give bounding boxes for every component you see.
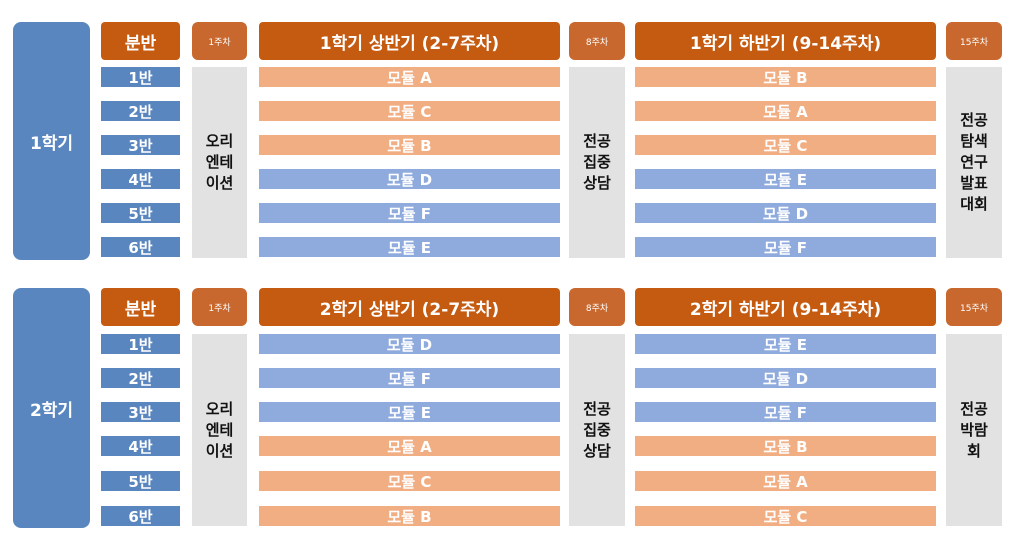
module-cell: 모듈 D [635, 368, 936, 388]
class-cell: 4반 [101, 169, 180, 189]
module-cell: 모듈 B [635, 436, 936, 456]
module-cell: 모듈 E [635, 169, 936, 189]
first-half-header: 1학기 상반기 (2-7주차) [259, 22, 560, 60]
class-header: 분반 [101, 288, 180, 326]
final-event-cell: 전공 박람 회 [946, 334, 1002, 526]
counseling-cell: 전공 집중 상담 [569, 334, 625, 526]
module-cell: 모듈 C [635, 506, 936, 526]
class-cell: 4반 [101, 436, 180, 456]
module-cell: 모듈 D [259, 334, 560, 354]
final-event-cell: 전공 탐색 연구 발표 대회 [946, 67, 1002, 258]
semester-label: 1학기 [13, 22, 90, 260]
module-cell: 모듈 B [259, 506, 560, 526]
module-cell: 모듈 D [635, 203, 936, 223]
module-cell: 모듈 A [635, 471, 936, 491]
class-cell: 2반 [101, 101, 180, 121]
module-cell: 모듈 F [259, 203, 560, 223]
module-cell: 모듈 C [635, 135, 936, 155]
class-cell: 1반 [101, 67, 180, 87]
module-cell: 모듈 D [259, 169, 560, 189]
week-1-badge: 1주차 [192, 288, 247, 326]
class-cell: 6반 [101, 237, 180, 257]
second-half-header: 2학기 하반기 (9-14주차) [635, 288, 936, 326]
first-half-header: 2학기 상반기 (2-7주차) [259, 288, 560, 326]
class-cell: 3반 [101, 135, 180, 155]
semester-label: 2학기 [13, 288, 90, 528]
module-cell: 모듈 A [259, 67, 560, 87]
module-cell: 모듈 C [259, 471, 560, 491]
module-cell: 모듈 C [259, 101, 560, 121]
module-cell: 모듈 B [635, 67, 936, 87]
orientation-cell: 오리 엔테 이션 [192, 334, 247, 526]
module-cell: 모듈 F [259, 368, 560, 388]
module-cell: 모듈 E [635, 334, 936, 354]
week-8-badge: 8주차 [569, 22, 625, 60]
week-8-badge: 8주차 [569, 288, 625, 326]
module-cell: 모듈 A [259, 436, 560, 456]
module-cell: 모듈 F [635, 237, 936, 257]
class-cell: 1반 [101, 334, 180, 354]
module-cell: 모듈 E [259, 402, 560, 422]
class-cell: 5반 [101, 471, 180, 491]
week-1-badge: 1주차 [192, 22, 247, 60]
class-cell: 5반 [101, 203, 180, 223]
module-cell: 모듈 E [259, 237, 560, 257]
week-15-badge: 15주차 [946, 22, 1002, 60]
module-cell: 모듈 B [259, 135, 560, 155]
class-cell: 6반 [101, 506, 180, 526]
class-header: 분반 [101, 22, 180, 60]
counseling-cell: 전공 집중 상담 [569, 67, 625, 258]
week-15-badge: 15주차 [946, 288, 1002, 326]
module-cell: 모듈 F [635, 402, 936, 422]
class-cell: 3반 [101, 402, 180, 422]
second-half-header: 1학기 하반기 (9-14주차) [635, 22, 936, 60]
class-cell: 2반 [101, 368, 180, 388]
orientation-cell: 오리 엔테 이션 [192, 67, 247, 258]
module-cell: 모듈 A [635, 101, 936, 121]
